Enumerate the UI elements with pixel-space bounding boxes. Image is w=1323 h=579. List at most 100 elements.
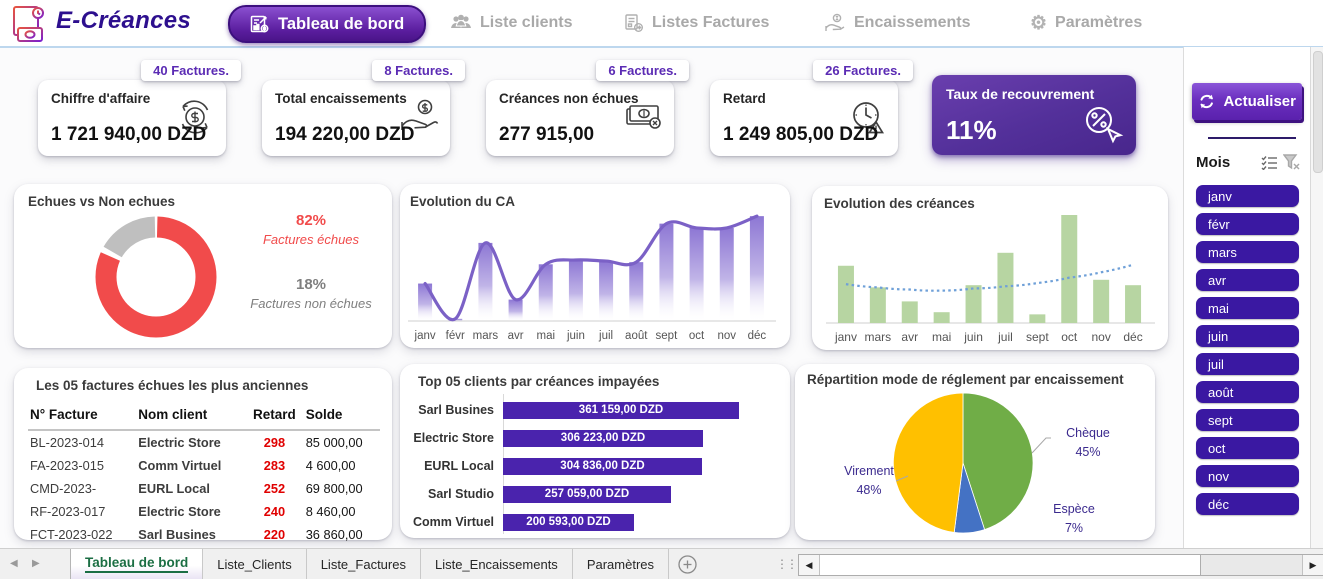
sheet-tab-param-tres[interactable]: Paramètres bbox=[572, 549, 670, 579]
month-button-mai[interactable]: mai bbox=[1196, 297, 1299, 319]
clients-icon bbox=[450, 14, 472, 32]
sheet-tab-liste-factures[interactable]: Liste_Factures bbox=[306, 549, 421, 579]
svg-text:avr: avr bbox=[901, 330, 918, 344]
month-slicer: janv févr mars avr mai juin juil août sept oct nov… bbox=[1196, 185, 1299, 521]
cell-retard: 283 bbox=[263, 458, 286, 473]
cell-client: Electric Store bbox=[138, 504, 221, 519]
nav-tab-label: Tableau de bord bbox=[278, 14, 405, 33]
kpi-badge: 40 Factures. bbox=[141, 60, 241, 81]
top5-category-label: EURL Local bbox=[424, 459, 494, 473]
svg-text:juin: juin bbox=[963, 330, 983, 344]
kpi-value: 1 721 940,00 DZD bbox=[51, 124, 207, 145]
app-title: E-Créances bbox=[56, 7, 192, 34]
slicer-header: Mois bbox=[1196, 151, 1302, 173]
facture-row: BL-2023-014 Electric Store 298 85 000,00 bbox=[28, 430, 380, 454]
month-button-janv[interactable]: janv bbox=[1196, 185, 1299, 207]
top5-bar-track: 200 593,00 DZD bbox=[503, 513, 782, 531]
svg-text:janv: janv bbox=[834, 330, 857, 344]
top5-value-label: 257 059,00 DZD bbox=[544, 487, 630, 500]
pie-label-cheque: Chèque 45% bbox=[1048, 424, 1128, 462]
legend-label: Factures échues bbox=[262, 232, 360, 247]
legend-pct: 82% bbox=[295, 212, 327, 229]
slicer-title: Mois bbox=[1196, 153, 1231, 171]
chart-card-evolution-ca: Evolution du CA janv févr mars avr mai juin ju… bbox=[400, 184, 790, 348]
nav-tab-param-tres[interactable]: ⚙ Paramètres bbox=[1030, 8, 1142, 38]
tab-splitter-handle[interactable]: ⋮⋮ bbox=[776, 557, 798, 571]
cell-solde: 85 000,00 bbox=[305, 435, 363, 450]
kpi-badge: 6 Factures. bbox=[596, 60, 689, 81]
top5-row: Sarl Busines 361 159,00 DZD bbox=[410, 396, 782, 424]
svg-text:déc: déc bbox=[748, 330, 767, 342]
kpi-card-retard: 26 Factures. Retard 1 249 805,00 DZD bbox=[710, 60, 913, 156]
slice-pct: 45% bbox=[1075, 444, 1101, 459]
top5-value-label: 304 836,00 DZD bbox=[560, 459, 645, 472]
refresh-label: Actualiser bbox=[1223, 93, 1296, 110]
creances-chart: janv mars avr mai juin juil sept oct nov déc bbox=[826, 215, 1155, 344]
table-card-factures-anciennes: Les 05 factures échues les plus ancienne… bbox=[14, 368, 392, 542]
month-button-nov[interactable]: nov bbox=[1196, 465, 1299, 487]
kpi-card-total-encaissements: 8 Factures. Total encaissements 194 220,00… bbox=[262, 60, 465, 156]
slice-label: Espèce bbox=[1053, 502, 1095, 516]
nav-tab-encaissements[interactable]: Encaissements bbox=[824, 8, 971, 38]
sheet-tab-liste-encaissements[interactable]: Liste_Encaissements bbox=[420, 549, 573, 579]
cell-client: Sarl Busines bbox=[138, 527, 216, 542]
month-button-avr[interactable]: avr bbox=[1196, 269, 1299, 291]
month-button-f-vr[interactable]: févr bbox=[1196, 213, 1299, 235]
clear-filter-icon[interactable] bbox=[1280, 153, 1302, 171]
month-button-juil[interactable]: juil bbox=[1196, 353, 1299, 375]
vertical-scrollbar[interactable] bbox=[1310, 47, 1323, 548]
hscroll-left-icon[interactable]: ◀ bbox=[799, 555, 820, 575]
donut-legend-non-echues: 18% Factures non échues bbox=[236, 276, 386, 311]
nav-tab-label: Paramètres bbox=[1055, 14, 1143, 31]
pie-label-espece: Espèce 7% bbox=[1039, 500, 1109, 538]
filter-panel: Actualiser Mois janv févr mars avr mai juin ju… bbox=[1183, 47, 1311, 548]
nav-tab-listes-factures[interactable]: Listes Factures bbox=[624, 8, 769, 38]
kpi-badge: 26 Factures. bbox=[813, 60, 913, 81]
facture-row: FA-2023-015 Comm Virtuel 283 4 600,00 bbox=[28, 454, 380, 477]
top5-bar bbox=[503, 485, 671, 503]
multiselect-icon[interactable] bbox=[1258, 153, 1280, 171]
svg-text:oct: oct bbox=[1061, 330, 1078, 344]
refresh-button[interactable]: Actualiser bbox=[1192, 83, 1302, 120]
month-button-juin[interactable]: juin bbox=[1196, 325, 1299, 347]
nav-tab-label: Liste clients bbox=[480, 14, 573, 31]
kpi-title: Retard bbox=[723, 91, 766, 106]
app-header: E-Créances Tableau de bord Liste clients L… bbox=[0, 0, 1323, 48]
svg-text:oct: oct bbox=[689, 330, 705, 342]
sheet-tab-label: Liste_Clients bbox=[217, 556, 292, 572]
kpi-title: Créances non échues bbox=[499, 91, 639, 106]
nav-tab-tableau-de-bord[interactable]: Tableau de bord bbox=[228, 5, 427, 43]
svg-text:mars: mars bbox=[865, 330, 892, 344]
hscroll-right-icon[interactable]: ▶ bbox=[1302, 555, 1323, 575]
chart-card-mode-reglement: Répartition mode de réglement par encais… bbox=[795, 364, 1155, 540]
month-button-sept[interactable]: sept bbox=[1196, 409, 1299, 431]
sheet-tab-liste-clients[interactable]: Liste_Clients bbox=[203, 549, 307, 579]
hand-dollar-icon bbox=[398, 96, 440, 138]
vertical-scrollbar-thumb[interactable] bbox=[1313, 51, 1323, 173]
facture-row: CMD-2023- EURL Local 252 69 800,00 bbox=[28, 477, 380, 500]
facture-row: FCT-2023-022 Sarl Busines 220 36 860,00 bbox=[28, 523, 380, 546]
top5-bar bbox=[503, 429, 703, 447]
hscroll-thumb[interactable] bbox=[820, 555, 1201, 575]
month-button-d-c[interactable]: déc bbox=[1196, 493, 1299, 515]
month-button-oct[interactable]: oct bbox=[1196, 437, 1299, 459]
svg-text:avr: avr bbox=[508, 330, 524, 342]
nav-tab-liste-clients[interactable]: Liste clients bbox=[450, 8, 572, 38]
svg-text:nov: nov bbox=[1091, 330, 1110, 344]
svg-text:août: août bbox=[625, 330, 648, 342]
cell-retard: 240 bbox=[263, 504, 286, 519]
refresh-icon bbox=[1200, 94, 1213, 109]
sheet-nav-right-icon[interactable]: ▶ bbox=[32, 558, 40, 569]
month-button-mars[interactable]: mars bbox=[1196, 241, 1299, 263]
new-sheet-icon[interactable] bbox=[678, 555, 697, 574]
cell-retard: 220 bbox=[263, 527, 286, 542]
chart-title: Répartition mode de réglement par encais… bbox=[807, 372, 1124, 387]
month-button-ao-t[interactable]: août bbox=[1196, 381, 1299, 403]
cell-facture: BL-2023-014 bbox=[30, 435, 104, 450]
sheet-tab-tableau-de-bord[interactable]: Tableau de bord bbox=[70, 549, 204, 579]
kpi-card-chiffre-d-affaire: 40 Factures. Chiffre d'affaire 1 721 940,0… bbox=[38, 60, 241, 156]
kpi-value: 1 249 805,00 DZD bbox=[723, 124, 879, 145]
svg-text:juin: juin bbox=[566, 330, 585, 342]
dashboard-icon bbox=[250, 14, 270, 34]
sheet-nav-left-icon[interactable]: ◀ bbox=[10, 558, 18, 569]
